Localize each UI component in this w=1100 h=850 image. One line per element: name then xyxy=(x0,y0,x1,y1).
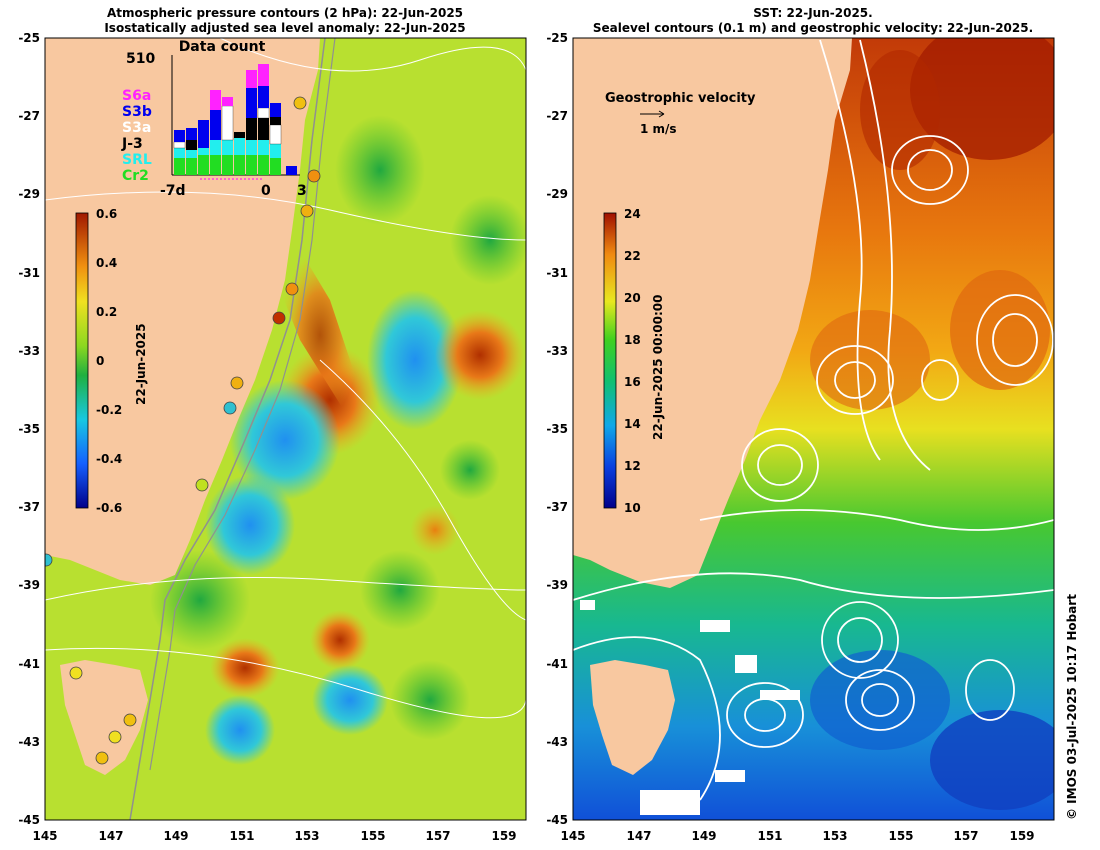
svg-text:155: 155 xyxy=(888,829,913,843)
svg-text:145: 145 xyxy=(32,829,57,843)
sst-tasmania-land xyxy=(590,660,675,775)
svg-text:18: 18 xyxy=(624,333,641,347)
sst-colorbar-label: 22-Jun-2025 00:00:00 xyxy=(651,295,665,440)
svg-text:-39: -39 xyxy=(18,578,40,592)
svg-text:Cr2: Cr2 xyxy=(122,168,149,184)
sst-mainland-land xyxy=(573,38,852,588)
data-count-title: Data count xyxy=(179,39,266,55)
svg-text:-43: -43 xyxy=(18,735,40,749)
svg-text:-41: -41 xyxy=(546,657,568,671)
svg-text:0.4: 0.4 xyxy=(96,256,117,270)
svg-text:0.6: 0.6 xyxy=(96,207,117,221)
svg-text:151: 151 xyxy=(757,829,782,843)
svg-text:149: 149 xyxy=(163,829,188,843)
svg-text:-31: -31 xyxy=(18,266,40,280)
svg-text:S6a: S6a xyxy=(122,88,151,104)
right-x-axis: 145 147 149 151 153 155 157 159 xyxy=(560,829,1034,843)
svg-text:-27: -27 xyxy=(18,109,40,123)
svg-text:0: 0 xyxy=(261,183,271,199)
data-count-max: 510 xyxy=(126,51,155,67)
svg-text:147: 147 xyxy=(626,829,651,843)
svg-text:-45: -45 xyxy=(546,813,568,827)
left-panel: Atmospheric pressure contours (2 hPa): 2… xyxy=(18,6,527,843)
data-count-bars xyxy=(173,64,297,175)
right-title-line2: Sealevel contours (0.1 m) and geostrophi… xyxy=(593,21,1033,35)
svg-text:22: 22 xyxy=(624,249,641,263)
svg-text:14: 14 xyxy=(624,417,641,431)
sla-colorbar-label: 22-Jun-2025 xyxy=(134,323,148,405)
svg-text:24: 24 xyxy=(624,207,641,221)
left-y-axis: -25 -27 -29 -31 -33 -35 -37 -39 -41 -43 … xyxy=(18,31,40,827)
svg-text:-33: -33 xyxy=(546,344,568,358)
svg-text:-39: -39 xyxy=(546,578,568,592)
sla-map xyxy=(45,38,526,820)
svg-text:153: 153 xyxy=(294,829,319,843)
left-title-line2: Isostatically adjusted sea level anomaly… xyxy=(104,21,465,35)
svg-text:-41: -41 xyxy=(18,657,40,671)
velocity-legend: Geostrophic velocity 1 m/s xyxy=(605,91,756,136)
svg-text:-31: -31 xyxy=(546,266,568,280)
svg-text:-25: -25 xyxy=(18,31,40,45)
svg-text:157: 157 xyxy=(953,829,978,843)
svg-text:-45: -45 xyxy=(18,813,40,827)
svg-text:-37: -37 xyxy=(18,500,40,514)
right-title-line1: SST: 22-Jun-2025. xyxy=(753,6,872,20)
svg-text:0.2: 0.2 xyxy=(96,305,117,319)
sla-colorbar: 0.6 0.4 0.2 0 -0.2 -0.4 -0.6 22-Jun-2025 xyxy=(75,207,148,515)
velocity-legend-title: Geostrophic velocity xyxy=(605,91,756,106)
svg-text:-33: -33 xyxy=(18,344,40,358)
svg-text:-0.6: -0.6 xyxy=(96,501,122,515)
svg-text:157: 157 xyxy=(425,829,450,843)
svg-text:153: 153 xyxy=(822,829,847,843)
left-title-line1: Atmospheric pressure contours (2 hPa): 2… xyxy=(107,6,463,20)
svg-text:3: 3 xyxy=(297,183,307,199)
svg-text:-35: -35 xyxy=(546,422,568,436)
svg-text:-25: -25 xyxy=(546,31,568,45)
svg-text:159: 159 xyxy=(491,829,516,843)
svg-text:16: 16 xyxy=(624,375,641,389)
svg-text:S3b: S3b xyxy=(122,104,152,120)
svg-text:J-3: J-3 xyxy=(121,136,143,152)
data-count-inset: Data count 510 S6a S3b S3a xyxy=(121,39,307,199)
svg-text:SRL: SRL xyxy=(122,152,152,168)
svg-text:155: 155 xyxy=(360,829,385,843)
velocity-legend-scale: 1 m/s xyxy=(640,122,677,136)
svg-text:-43: -43 xyxy=(546,735,568,749)
svg-text:-35: -35 xyxy=(18,422,40,436)
svg-text:-37: -37 xyxy=(546,500,568,514)
svg-text:S3a: S3a xyxy=(122,120,151,136)
svg-text:0: 0 xyxy=(96,354,104,368)
svg-text:20: 20 xyxy=(624,291,641,305)
svg-text:145: 145 xyxy=(560,829,585,843)
svg-text:10: 10 xyxy=(624,501,641,515)
sst-map xyxy=(573,38,1054,820)
left-x-axis: 145 147 149 151 153 155 157 159 xyxy=(32,829,516,843)
svg-text:-29: -29 xyxy=(546,187,568,201)
svg-text:12: 12 xyxy=(624,459,641,473)
svg-text:151: 151 xyxy=(229,829,254,843)
svg-text:-27: -27 xyxy=(546,109,568,123)
sst-colorbar: 24 22 20 18 16 14 12 10 22-Jun-2025 00:0… xyxy=(603,207,665,515)
svg-text:-29: -29 xyxy=(18,187,40,201)
svg-text:159: 159 xyxy=(1009,829,1034,843)
svg-text:-7d: -7d xyxy=(160,183,186,199)
svg-text:-0.4: -0.4 xyxy=(96,452,122,466)
svg-text:147: 147 xyxy=(98,829,123,843)
right-panel: SST: 22-Jun-2025. Sealevel contours (0.1… xyxy=(546,6,1055,843)
right-y-axis: -25 -27 -29 -31 -33 -35 -37 -39 -41 -43 … xyxy=(546,31,568,827)
svg-text:149: 149 xyxy=(691,829,716,843)
credit-text: © IMOS 03-Jul-2025 10:17 Hobart xyxy=(1065,594,1079,820)
tasmania-land xyxy=(60,660,148,775)
svg-text:-0.2: -0.2 xyxy=(96,403,122,417)
